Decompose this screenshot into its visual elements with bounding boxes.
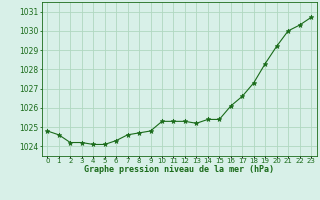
X-axis label: Graphe pression niveau de la mer (hPa): Graphe pression niveau de la mer (hPa) (84, 165, 274, 174)
